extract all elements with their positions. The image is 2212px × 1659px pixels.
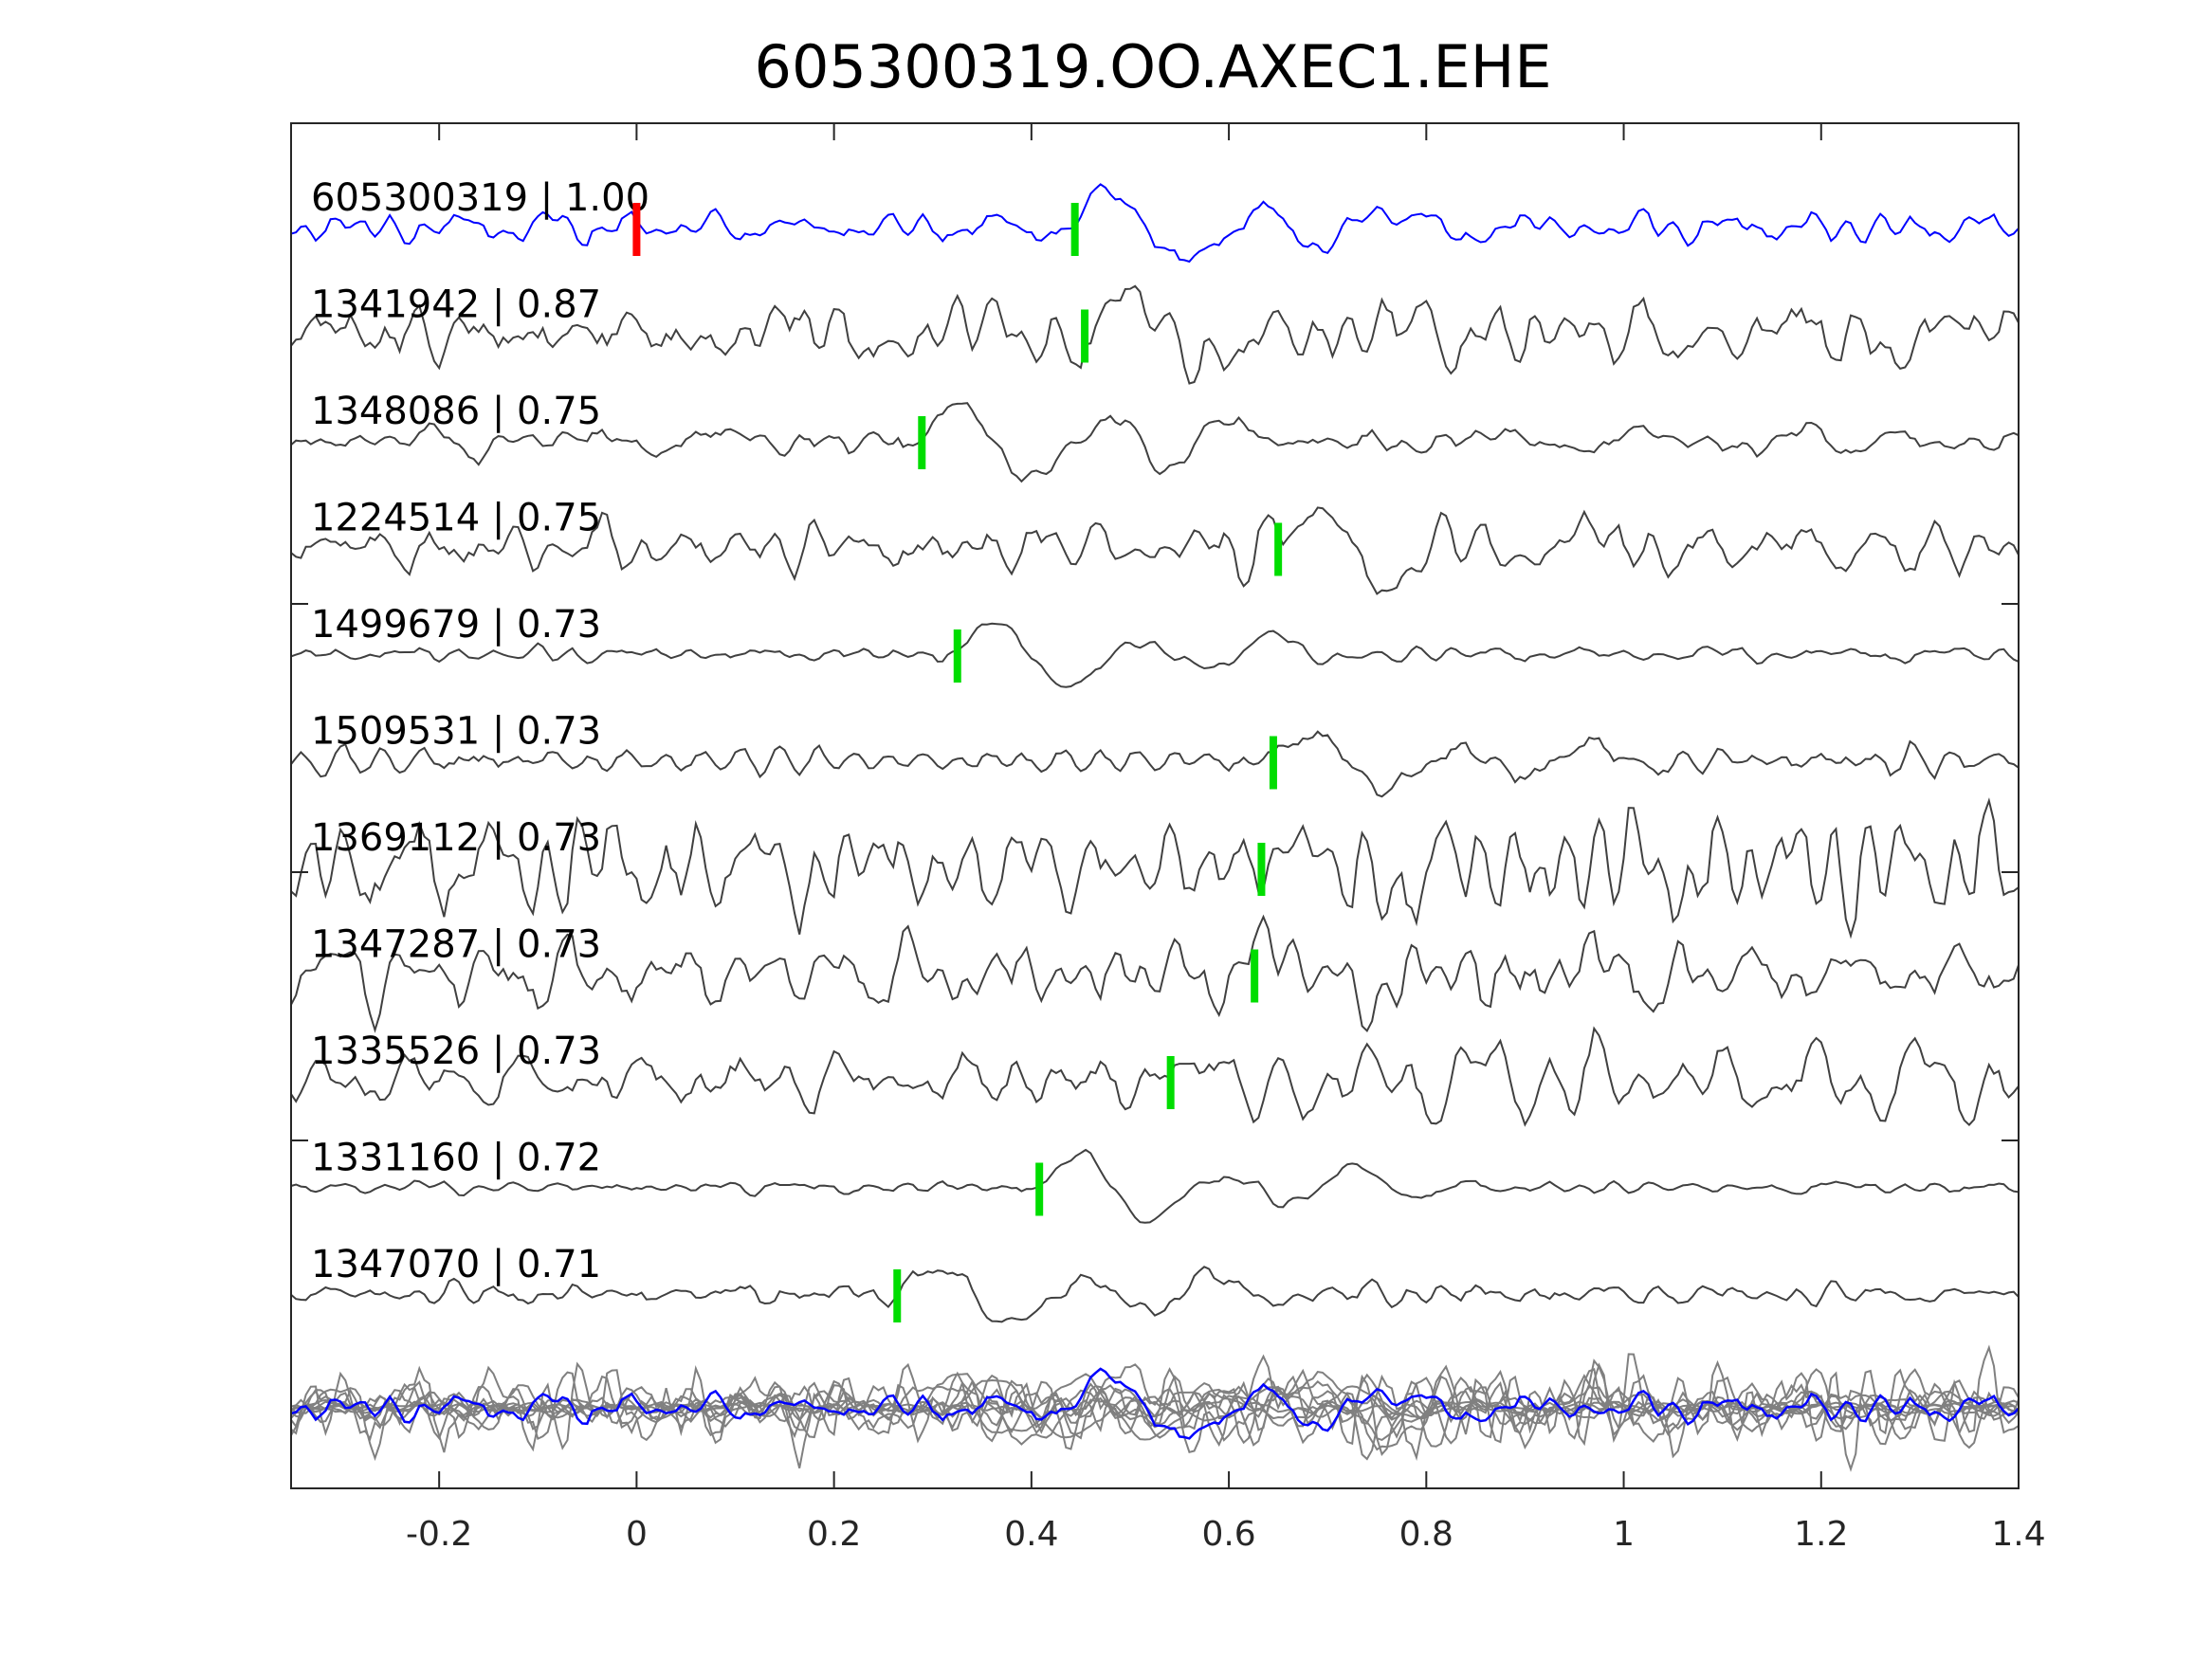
- trace-label: 1347070 | 0.71: [311, 1243, 601, 1286]
- pick-marker-1348086: [918, 416, 926, 469]
- trace-1499679: [290, 622, 2020, 688]
- stack-trace-reference: [290, 1367, 2020, 1440]
- x-tick-label: 0.8: [1399, 1515, 1453, 1554]
- stack-trace-1335526: [290, 1358, 2020, 1449]
- trace-1341942: [290, 284, 2020, 385]
- trace-label: 1499679 | 0.73: [311, 603, 601, 647]
- x-tick-label: 1.4: [1991, 1515, 2045, 1554]
- stack-trace-1331160: [290, 1373, 2020, 1441]
- axes-box: [290, 122, 2020, 1489]
- trace-1347287: [290, 914, 2020, 1033]
- pick-marker-1347287: [1251, 949, 1259, 1003]
- x-tick-label: 0: [626, 1515, 648, 1554]
- stack-trace-1347070: [290, 1381, 2020, 1434]
- reference-pick-marker: [632, 203, 641, 256]
- trace-label: 1341942 | 0.87: [311, 283, 601, 327]
- trace-label: 1369112 | 0.73: [311, 816, 601, 860]
- trace-label: 1347287 | 0.73: [311, 923, 601, 967]
- trace-1348086: [290, 402, 2020, 483]
- pick-marker-1224514: [1274, 522, 1283, 576]
- pick-marker-1369112: [1257, 843, 1266, 896]
- trace-labels: 605300319 | 1.00 1341942 | 0.87 1348086 | …: [311, 176, 649, 1286]
- traces-layer: [290, 183, 2020, 1323]
- pick-marker-1335526: [1166, 1056, 1175, 1109]
- trace-1347070: [290, 1266, 2020, 1323]
- axis-ticks: -0.2 0 0.2 0.4 0.6 0.8 1 1.2 1.4: [291, 123, 2046, 1554]
- pick-marker-1509531: [1269, 736, 1277, 790]
- stack-trace-1499679: [290, 1378, 2020, 1439]
- trace-label: 1331160 | 0.72: [311, 1137, 601, 1180]
- trace-label: 1224514 | 0.75: [311, 497, 601, 540]
- trace-label: 1335526 | 0.73: [311, 1030, 601, 1073]
- pick-marker-1347070: [893, 1269, 902, 1322]
- trace-1369112: [290, 797, 2020, 939]
- x-tick-label: 1: [1613, 1515, 1635, 1554]
- pick-marker-605300319: [1070, 203, 1079, 256]
- trace-label: 1348086 | 0.75: [311, 390, 601, 433]
- trace-1224514: [290, 506, 2020, 595]
- x-tick-label: 0.6: [1201, 1515, 1255, 1554]
- pick-marker-1499679: [953, 629, 961, 683]
- trace-label: 605300319 | 1.00: [311, 176, 649, 220]
- pick-marker-1341942: [1081, 309, 1089, 363]
- x-tick-label: 0.4: [1004, 1515, 1058, 1554]
- x-tick-label: 1.2: [1794, 1515, 1848, 1554]
- trace-1335526: [290, 1026, 2020, 1127]
- chart-title: 605300319.OO.AXEC1.EHE: [755, 32, 1552, 101]
- trace-label: 1509531 | 0.73: [311, 710, 601, 754]
- x-tick-label: -0.2: [406, 1515, 472, 1554]
- trace-605300319: [290, 183, 2020, 264]
- x-tick-label: 0.2: [807, 1515, 861, 1554]
- trace-1331160: [290, 1148, 2020, 1224]
- trace-1509531: [290, 730, 2020, 798]
- pick-markers: [632, 203, 1283, 1322]
- pick-marker-1331160: [1035, 1162, 1044, 1216]
- stack-layer: [290, 1344, 2020, 1472]
